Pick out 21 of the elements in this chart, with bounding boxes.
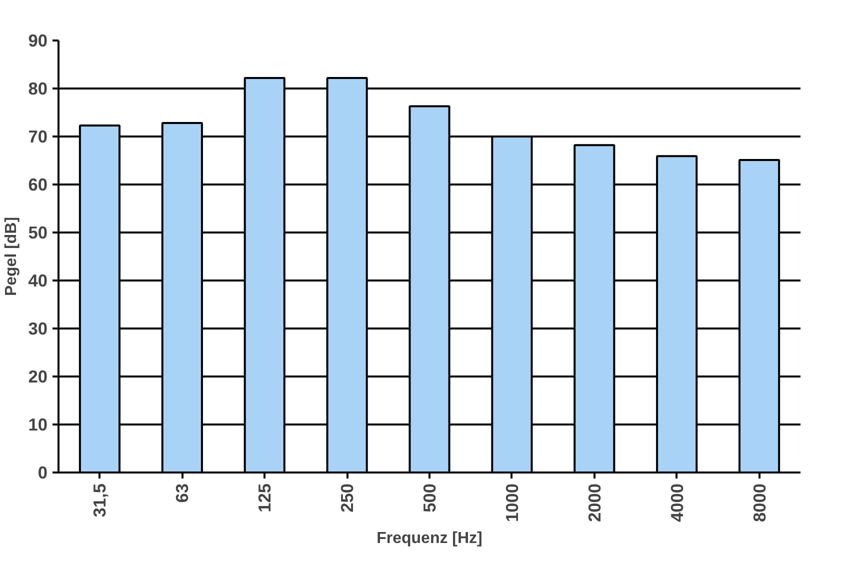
x-axis-title: Frequenz [Hz] — [376, 530, 482, 548]
y-tick-label: 80 — [28, 78, 48, 98]
y-tick-label: 50 — [28, 222, 48, 242]
y-axis-title: Pegel [dB] — [3, 216, 20, 296]
x-tick-label: 125 — [254, 483, 275, 512]
x-tick-label: 1000 — [502, 483, 522, 522]
x-tick-label: 500 — [420, 483, 440, 512]
y-tick-label: 10 — [28, 414, 48, 434]
y-tick-label: 70 — [28, 126, 48, 146]
x-tick-label: 31,5 — [90, 483, 110, 518]
y-tick-label: 20 — [28, 366, 48, 386]
x-tick-label: 250 — [337, 483, 358, 512]
y-tick-label: 90 — [28, 30, 48, 50]
x-tick-label: 8000 — [749, 483, 770, 522]
x-tick-label: 2000 — [584, 483, 604, 522]
y-tick-label: 0 — [38, 462, 48, 482]
x-tick-label: 63 — [172, 483, 192, 503]
y-tick-label: 40 — [28, 270, 48, 290]
y-tick-label: 60 — [28, 174, 48, 194]
y-tick-label: 30 — [28, 318, 48, 338]
x-tick-label: 4000 — [666, 483, 687, 522]
